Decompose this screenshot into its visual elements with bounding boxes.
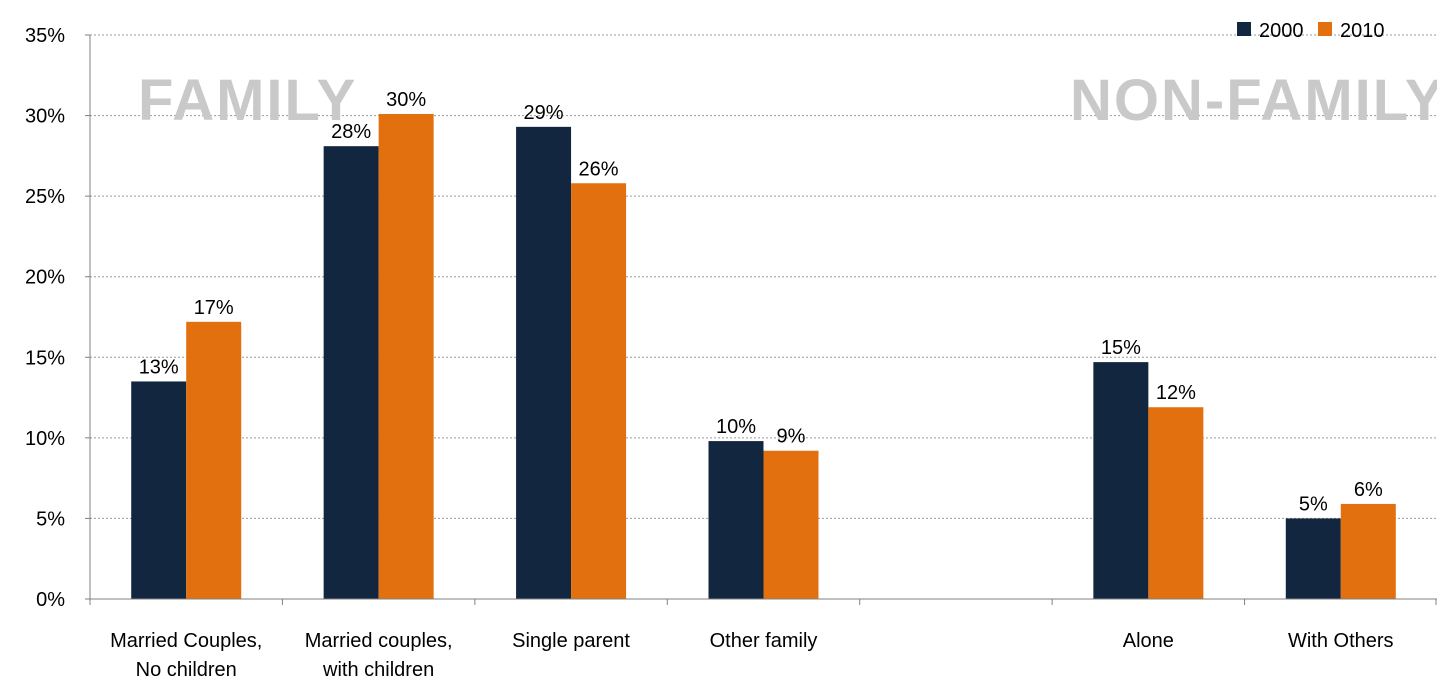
family-watermark: FAMILY [138, 68, 357, 133]
data-label-2010-3: 9% [777, 426, 806, 448]
legend-swatch-2010 [1318, 22, 1332, 36]
bars [131, 113, 1396, 600]
y-tick-label: 0% [36, 589, 65, 611]
data-labels: 13% 28% 29% 10% 15% 5% 17% 30% 26% 9% 12% 6% [139, 89, 1383, 515]
bar-2000-0 [131, 381, 187, 599]
legend: 2000 2010 [1237, 20, 1385, 42]
y-tick-label: 20% [25, 267, 65, 289]
bar-2000-2 [516, 126, 572, 599]
legend-label-2000: 2000 [1259, 20, 1304, 42]
x-category-label: Alone [1123, 630, 1174, 652]
data-label-2000-1: 28% [331, 121, 371, 143]
x-category-label: Other family [710, 630, 818, 652]
data-label-2010-5: 12% [1156, 382, 1196, 404]
legend-swatch-2000 [1237, 22, 1251, 36]
data-label-2010-1: 30% [386, 89, 426, 111]
x-category-label: Married couples, [305, 630, 453, 652]
y-tick-label: 35% [25, 25, 65, 47]
data-label-2000-6: 5% [1299, 493, 1328, 515]
x-category-label: with children [322, 659, 434, 681]
y-tick-label: 25% [25, 186, 65, 208]
x-category-label: Married Couples, [110, 630, 262, 652]
x-category-label: Single parent [512, 630, 630, 652]
category-labels: Married Couples, No children Married coupl… [110, 630, 1394, 681]
bar-2000-5 [1093, 362, 1149, 599]
y-tick-label: 15% [25, 347, 65, 369]
data-label-2010-2: 26% [579, 158, 619, 180]
bar-2010-1 [378, 113, 434, 600]
y-tick-label: 10% [25, 428, 65, 450]
data-label-2000-0: 13% [139, 356, 179, 378]
bar-2010-3 [763, 450, 819, 599]
x-category-label: No children [136, 659, 237, 681]
axes [89, 35, 1437, 605]
data-label-2000-5: 15% [1101, 337, 1141, 359]
data-label-2010-0: 17% [194, 297, 234, 319]
non-family-watermark: NON-FAMILY [1070, 68, 1437, 133]
data-label-2010-6: 6% [1354, 479, 1383, 501]
legend-label-2010: 2010 [1340, 20, 1385, 42]
bar-2010-0 [186, 321, 242, 599]
bar-2010-5 [1148, 407, 1204, 599]
grid-lines [90, 34, 1437, 519]
bar-2000-6 [1285, 518, 1341, 599]
data-label-2000-3: 10% [716, 416, 756, 438]
x-category-label: With Others [1288, 630, 1394, 652]
bar-2000-3 [708, 441, 764, 599]
y-axis-ticks: 0% 5% 10% 15% 20% 25% 30% 35% [25, 25, 90, 611]
bar-2010-6 [1340, 503, 1396, 599]
data-label-2000-2: 29% [524, 102, 564, 124]
y-tick-label: 5% [36, 508, 65, 530]
bar-2000-1 [323, 146, 379, 599]
bar-2010-2 [571, 183, 627, 599]
y-tick-label: 30% [25, 106, 65, 128]
